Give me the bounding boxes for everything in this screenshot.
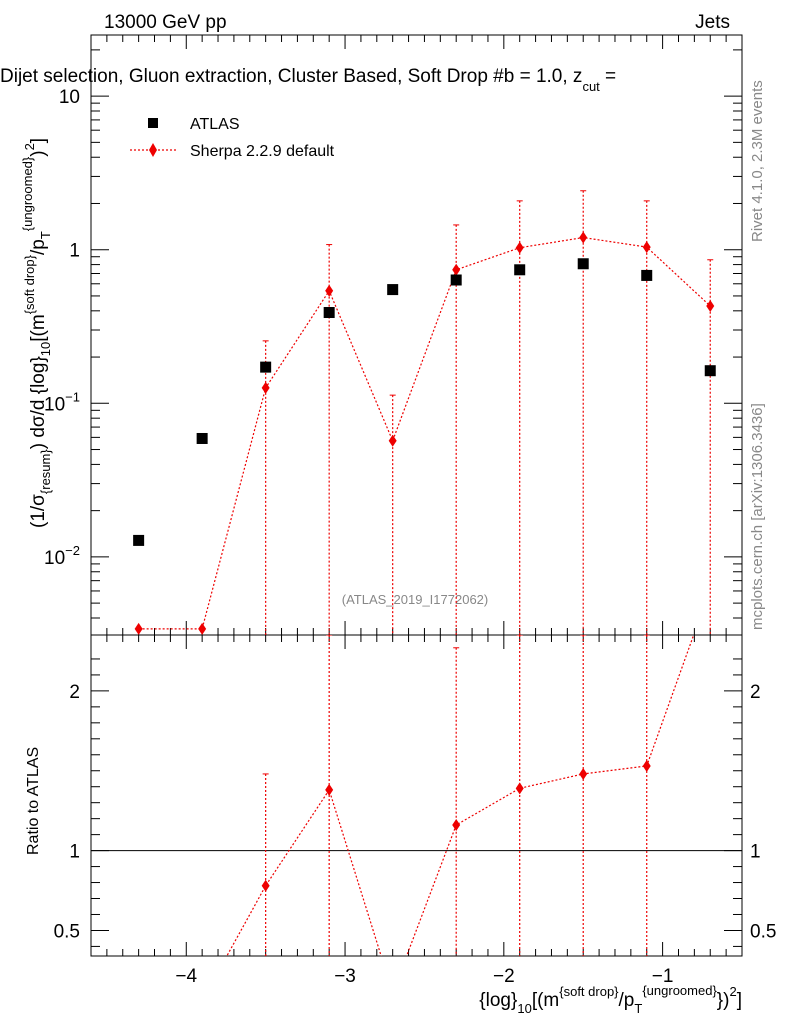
ratio-y-axis-label: Ratio to ATLAS (25, 747, 42, 855)
rivet-label: Rivet 4.1.0, 2.3M events (749, 80, 766, 242)
legend-atlas-marker (148, 118, 158, 128)
plot-title-sub: cut (582, 79, 600, 94)
sherpa-series-line (138, 236, 711, 630)
main-y-axis-label: (1/σ{resum}) dσ/d {log}10[(m{soft drop}/… (20, 138, 53, 528)
ratio-y-tick-label: 1 (69, 842, 80, 863)
ratio-y-tick-label-right: 2 (750, 682, 761, 703)
x-axis-label: {log}10[(m{soft drop}/pT{ungroomed}})2] (479, 983, 742, 1016)
category-label: Jets (695, 12, 730, 33)
main-axis-ticks: 10−2 10−1 1 10 (44, 35, 742, 635)
ratio-series-line (226, 635, 695, 956)
main-plot-area (133, 190, 716, 635)
main-y-tick-label: 1 (69, 241, 80, 262)
sherpa-point (388, 434, 397, 447)
main-y-tick-label: 10−2 (44, 543, 80, 569)
ratio-point (579, 767, 588, 780)
sherpa-point (452, 263, 461, 276)
x-tick-label: −2 (493, 966, 515, 987)
sherpa-point (579, 231, 588, 244)
plot-title-main: Dijet selection, Gluon extraction, Clust… (0, 66, 582, 87)
main-y-tick-label: 10−1 (44, 389, 80, 415)
sherpa-point (642, 241, 651, 254)
atlas-point (577, 258, 589, 270)
sherpa-point (261, 381, 270, 394)
sherpa-point (198, 622, 207, 635)
atlas-point (704, 365, 716, 377)
main-y-tick-label: 10 (59, 87, 80, 108)
ratio-plot-area (91, 635, 742, 1007)
main-panel-frame (90, 34, 743, 636)
plot-title: Dijet selection, Gluon extraction, Clust… (0, 66, 616, 94)
legend-atlas-label: ATLAS (190, 116, 240, 133)
sherpa-point (325, 284, 334, 297)
ratio-point (325, 783, 334, 796)
ratio-y-tick-label-right: 1 (750, 842, 761, 863)
atlas-point (196, 432, 208, 444)
ratio-y-tick-label: 0.5 (54, 921, 80, 942)
ratio-y-tick-label-right: 0.5 (750, 921, 776, 942)
x-tick-label: −4 (175, 966, 197, 987)
ratio-point (515, 782, 524, 795)
sherpa-point (515, 241, 524, 254)
ratio-point (389, 987, 397, 999)
atlas-point (260, 361, 272, 373)
ratio-point (642, 759, 651, 772)
atlas-point (641, 269, 653, 281)
legend: ATLAS Sherpa 2.2.9 default (130, 116, 335, 160)
ratio-point (452, 819, 461, 832)
atlas-point (450, 274, 462, 286)
sherpa-point (134, 622, 143, 635)
sherpa-point (706, 300, 715, 313)
mcplots-label: mcplots.cern.ch [arXiv:1306.3436] (749, 403, 766, 630)
legend-sherpa-label: Sherpa 2.2.9 default (190, 143, 335, 160)
atlas-point (514, 264, 526, 276)
ratio-y-tick-label: 2 (69, 682, 80, 703)
plot-title-tail: = (600, 66, 616, 87)
legend-sherpa-marker (149, 143, 157, 157)
energy-label: 13000 GeV pp (104, 12, 227, 33)
atlas-point (323, 307, 335, 319)
ratio-panel-frame (90, 634, 743, 957)
x-tick-label: −3 (334, 966, 356, 987)
ratio-point (261, 879, 270, 892)
analysis-id: (ATLAS_2019_I1772062) (342, 592, 488, 607)
atlas-point (387, 284, 399, 296)
ratio-point (198, 995, 206, 1007)
ratio-point (135, 961, 143, 973)
x-tick-label: −1 (652, 966, 674, 987)
atlas-point (133, 534, 145, 546)
